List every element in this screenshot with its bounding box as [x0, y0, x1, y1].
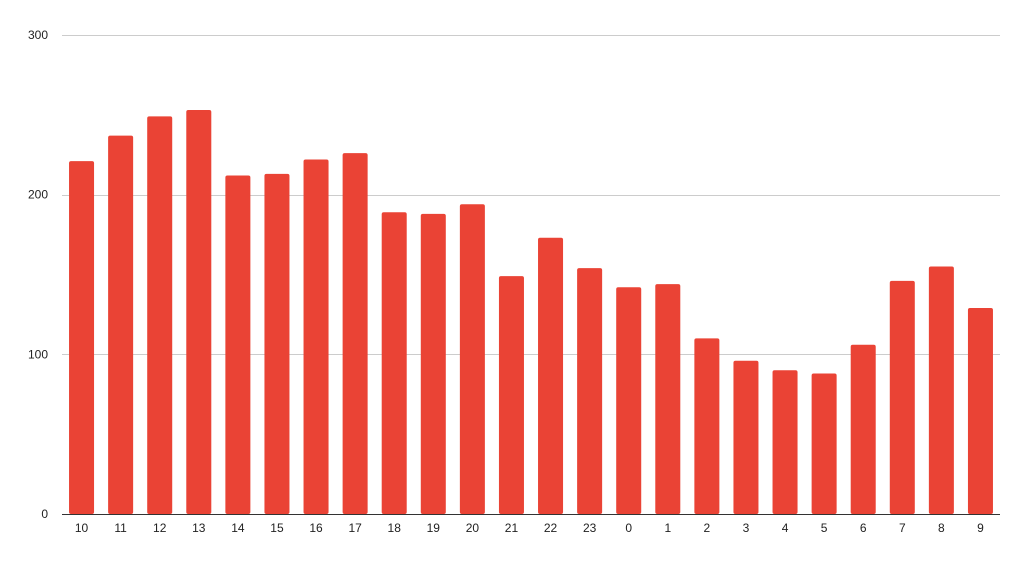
- bar-14: [225, 175, 251, 515]
- bar-3: [733, 360, 759, 514]
- y-tick-label: 300: [28, 28, 48, 42]
- x-tick-label: 10: [75, 521, 89, 535]
- x-tick-label: 3: [743, 521, 750, 535]
- bar-7: [889, 280, 915, 514]
- bar-22: [538, 237, 564, 514]
- bar-11: [108, 135, 134, 514]
- bar-4: [772, 370, 798, 514]
- bar-6: [850, 344, 876, 514]
- bar-5: [811, 373, 837, 514]
- bar-1: [655, 284, 681, 514]
- y-tick-label: 200: [28, 188, 48, 202]
- x-tick-label: 18: [388, 521, 402, 535]
- bar-12: [147, 116, 173, 515]
- x-tick-label: 23: [583, 521, 597, 535]
- bar-13: [186, 110, 212, 514]
- bars: [69, 110, 993, 515]
- x-tick-label: 14: [231, 521, 245, 535]
- bar-23: [577, 268, 603, 514]
- bar-16: [303, 159, 329, 515]
- x-tick-label: 13: [192, 521, 206, 535]
- x-tick-label: 19: [427, 521, 441, 535]
- x-tick-label: 1: [664, 521, 671, 535]
- bar-18: [381, 212, 407, 515]
- x-tick-label: 22: [544, 521, 558, 535]
- x-tick-label: 9: [977, 521, 984, 535]
- x-tick-label: 21: [505, 521, 519, 535]
- x-tick-label: 6: [860, 521, 867, 535]
- bar-2: [694, 338, 720, 514]
- x-tick-label: 2: [704, 521, 711, 535]
- x-tick-label: 5: [821, 521, 828, 535]
- x-axis-ticks: 10 11 12 13 14 15 16 17 18 19 20 21 22 23 0 1 2 3 4 5 6 7 8 9: [75, 521, 984, 535]
- y-tick-label: 100: [28, 347, 48, 361]
- gridlines: [62, 35, 1000, 355]
- x-tick-label: 4: [782, 521, 789, 535]
- x-tick-label: 17: [348, 521, 362, 535]
- bar-17: [342, 153, 368, 515]
- y-axis-ticks: 0 100 200 300: [28, 28, 48, 521]
- x-tick-label: 20: [466, 521, 480, 535]
- x-tick-label: 8: [938, 521, 945, 535]
- bar-19: [420, 213, 446, 514]
- bar-8: [928, 266, 954, 514]
- bar-20: [459, 204, 485, 514]
- x-tick-label: 11: [114, 521, 127, 535]
- x-tick-label: 7: [899, 521, 906, 535]
- x-tick-label: 16: [309, 521, 323, 535]
- bar-10: [69, 161, 95, 515]
- bar-15: [264, 173, 290, 514]
- x-tick-label: 12: [153, 521, 167, 535]
- bar-9: [967, 308, 993, 514]
- bar-0: [616, 287, 642, 514]
- bar-21: [498, 276, 524, 514]
- y-tick-label: 0: [41, 507, 48, 521]
- x-tick-label: 0: [625, 521, 632, 535]
- x-tick-label: 15: [270, 521, 284, 535]
